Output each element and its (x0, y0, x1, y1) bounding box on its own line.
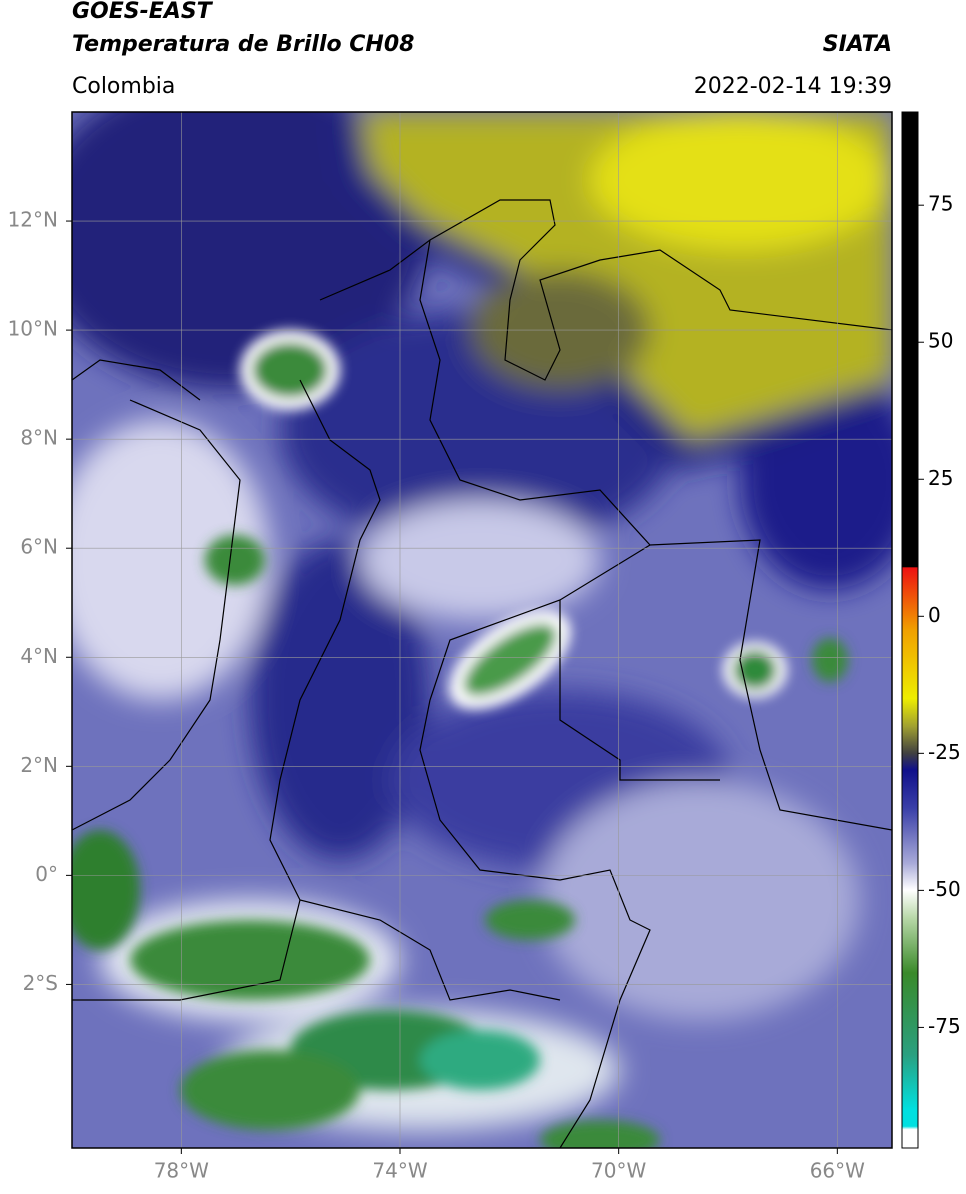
lon-tick-label: 66°W (810, 1159, 865, 1183)
colorbar-tick-label: -75 (928, 1014, 961, 1038)
lat-tick-label: 10°N (8, 317, 58, 341)
satellite-image (72, 112, 892, 1148)
title-line: GOES-EAST (72, 0, 214, 24)
datetime-label: 2022-02-14 19:39 (694, 74, 892, 99)
colorbar-tick-label: -50 (928, 877, 961, 901)
lat-tick-label: 8°N (20, 426, 58, 450)
lat-tick-label: 0° (35, 862, 58, 886)
lon-tick-label: 74°W (372, 1159, 427, 1183)
lon-tick-label: 70°W (591, 1159, 646, 1183)
lat-tick-label: 6°N (20, 535, 58, 559)
lat-tick-label: 4°N (20, 644, 58, 668)
colorbar-tick-label: 25 (928, 466, 953, 490)
lat-tick-label: 12°N (8, 208, 58, 232)
grid (72, 112, 892, 1148)
source-label: SIATA (823, 32, 892, 57)
colorbar-tick-label: -25 (928, 740, 961, 764)
lon-tick-label: 78°W (154, 1159, 209, 1183)
map-frame (71, 111, 893, 1149)
colorbar-tick-label: 0 (928, 603, 941, 627)
colorbar-tick-label: 50 (928, 329, 953, 353)
region-label: Colombia (72, 74, 175, 99)
colorbar-tick-label: 75 (928, 192, 953, 216)
lat-tick-label: 2°N (20, 753, 58, 777)
colorbar (901, 111, 919, 1149)
lat-tick-label: 2°S (23, 971, 58, 995)
title-line: Temperatura de Brillo CH08 (72, 32, 414, 57)
